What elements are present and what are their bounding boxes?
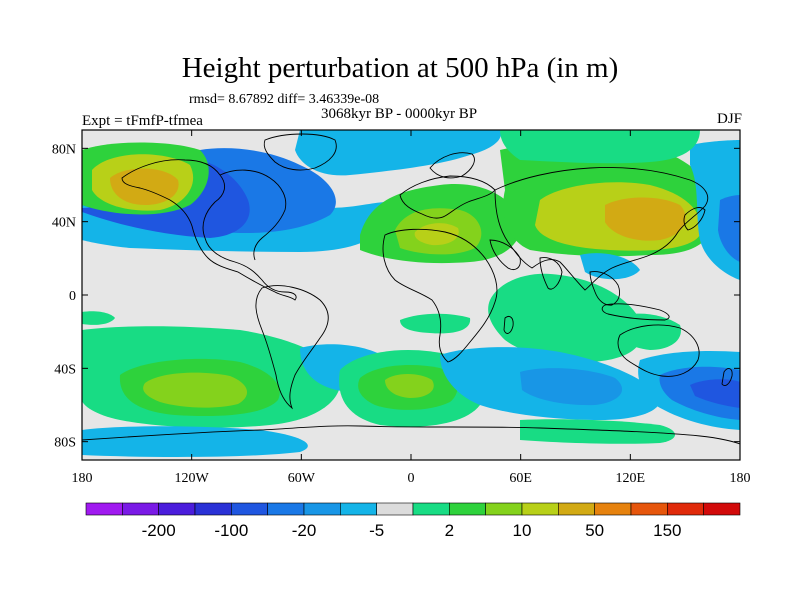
coastline-india	[539, 257, 563, 290]
contour-south-atlantic-high-core	[385, 374, 434, 398]
colorbar-swatch	[267, 502, 305, 516]
colorbar-swatch	[485, 502, 523, 516]
colorbar-label: 2	[445, 521, 454, 540]
colorbar-swatch	[303, 502, 341, 516]
colorbar-swatch	[122, 502, 159, 516]
coastline-scandinavia	[429, 152, 475, 179]
coastline-madagascar	[503, 315, 514, 334]
stats-text: rmsd= 8.67892 diff= 3.46339e-08	[189, 92, 380, 107]
colorbar-label: -100	[214, 521, 248, 540]
colorbar: -200 -100 -20 -5 2 10 50 150	[85, 502, 741, 540]
contour-west-pacific-low	[718, 195, 740, 262]
contour-asia-high-core	[605, 197, 686, 241]
contour-tropical-atlantic-positive	[400, 313, 471, 334]
y-tick-label: 40N	[52, 216, 76, 231]
coastlines	[82, 133, 740, 445]
coastline-indonesia	[601, 303, 670, 321]
colorbar-swatch	[376, 502, 414, 516]
coastline-greenland	[263, 133, 337, 171]
contour-southwest-pacific-low-core	[690, 379, 740, 408]
coastline-north-america	[121, 159, 297, 301]
coastline-north-america-east	[219, 169, 287, 261]
colorbar-swatch	[449, 502, 486, 516]
contour-australia-positive	[610, 313, 681, 350]
colorbar-label: 50	[585, 521, 604, 540]
colorbar-swatch	[630, 502, 668, 516]
colorbar-label: 150	[653, 521, 681, 540]
x-tick-label: 120E	[616, 471, 646, 486]
x-tick-label: 0	[408, 471, 415, 486]
chart-title: Height perturbation at 500 hPa (in m)	[181, 52, 619, 84]
colorbar-swatch	[340, 502, 377, 516]
season-label: DJF	[716, 111, 742, 127]
contour-antarctic-negative-west	[82, 426, 308, 457]
colorbar-swatch	[521, 502, 559, 516]
colorbar-swatch	[194, 502, 232, 516]
colorbar-swatch	[85, 502, 123, 516]
y-tick-label: 80N	[52, 142, 76, 157]
colorbar-swatch	[667, 502, 704, 516]
contour-tropical-pacific-positive	[82, 311, 115, 325]
x-tick-label: 60E	[509, 471, 532, 486]
contour-tropical-indian-positive	[488, 273, 643, 362]
colorbar-label: -200	[142, 521, 176, 540]
coastline-south-america	[255, 285, 329, 410]
colorbar-swatch	[412, 502, 450, 516]
coastline-africa	[382, 228, 498, 363]
colorbar-label: 10	[513, 521, 532, 540]
contour-arctic-europe-positive	[500, 130, 700, 164]
y-tick-label: 80S	[54, 436, 76, 451]
contour-arctic-atlantic-negative	[295, 130, 501, 176]
coastline-arabia	[489, 239, 521, 270]
contour-south-asia-negative	[580, 253, 640, 280]
contour-antarctic-positive-east	[520, 419, 675, 444]
contour-mediterranean-core	[414, 223, 459, 246]
coastline-asia	[494, 167, 709, 291]
x-tick-label: 60W	[288, 471, 316, 486]
colorbar-label: -5	[369, 521, 384, 540]
coastline-japan	[683, 207, 706, 231]
x-tick-label: 120W	[175, 471, 210, 486]
period-text: 3068kyr BP - 0000kyr BP	[321, 106, 478, 122]
y-tick-label: 40S	[54, 362, 76, 377]
colorbar-swatch	[703, 502, 741, 516]
experiment-label: Expt = tFmfP-tfmea	[82, 113, 203, 129]
y-axis: 80N 40N 0 40S 80S	[52, 142, 740, 451]
y-tick-label: 0	[69, 289, 76, 304]
colorbar-swatch	[594, 502, 632, 516]
contour-south-pacific-high-core	[143, 372, 248, 408]
x-axis: 180 120W 60W 0 60E 120E 180	[72, 130, 751, 486]
colorbar-swatch	[158, 502, 196, 516]
x-tick-label: 180	[72, 471, 93, 486]
coastline-new-zealand	[721, 368, 733, 387]
colorbar-label: -20	[292, 521, 317, 540]
x-tick-label: 180	[730, 471, 751, 486]
coastline-southeast-asia	[589, 271, 621, 306]
coastline-australia	[617, 324, 700, 377]
coastline-europe	[399, 175, 496, 219]
coastline-antarctica	[82, 425, 740, 445]
colorbar-swatch	[558, 502, 595, 516]
contour-field	[82, 130, 740, 460]
contour-southern-indian-low	[520, 368, 623, 406]
colorbar-swatch	[231, 502, 268, 516]
